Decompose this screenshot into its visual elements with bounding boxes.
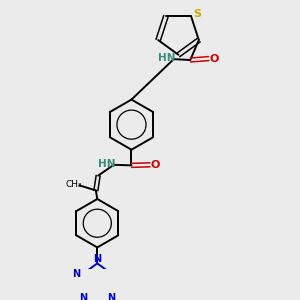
Text: N: N: [72, 269, 80, 279]
Text: O: O: [209, 54, 219, 64]
Text: HN: HN: [98, 159, 116, 169]
Text: N: N: [93, 254, 101, 264]
Text: O: O: [150, 160, 160, 170]
Text: HN: HN: [158, 53, 176, 63]
Text: CH₃: CH₃: [65, 180, 82, 189]
Text: S: S: [193, 9, 201, 19]
Text: N: N: [80, 293, 88, 300]
Text: N: N: [107, 293, 115, 300]
